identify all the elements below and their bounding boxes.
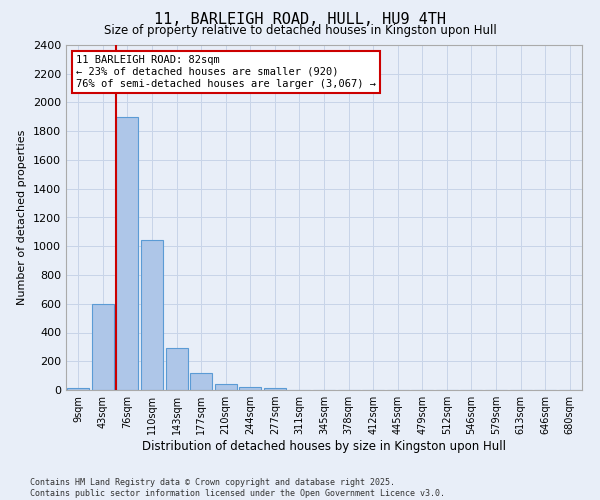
X-axis label: Distribution of detached houses by size in Kingston upon Hull: Distribution of detached houses by size … <box>142 440 506 453</box>
Text: 11, BARLEIGH ROAD, HULL, HU9 4TH: 11, BARLEIGH ROAD, HULL, HU9 4TH <box>154 12 446 28</box>
Y-axis label: Number of detached properties: Number of detached properties <box>17 130 28 305</box>
Bar <box>116 117 139 390</box>
Bar <box>239 387 262 390</box>
Bar <box>67 388 89 390</box>
Text: Size of property relative to detached houses in Kingston upon Hull: Size of property relative to detached ho… <box>104 24 496 37</box>
Bar <box>92 304 114 390</box>
Bar <box>190 374 212 390</box>
Bar <box>264 388 286 390</box>
Text: Contains HM Land Registry data © Crown copyright and database right 2025.
Contai: Contains HM Land Registry data © Crown c… <box>30 478 445 498</box>
Bar <box>141 240 163 390</box>
Bar <box>166 348 188 390</box>
Bar <box>215 384 237 390</box>
Text: 11 BARLEIGH ROAD: 82sqm
← 23% of detached houses are smaller (920)
76% of semi-d: 11 BARLEIGH ROAD: 82sqm ← 23% of detache… <box>76 56 376 88</box>
